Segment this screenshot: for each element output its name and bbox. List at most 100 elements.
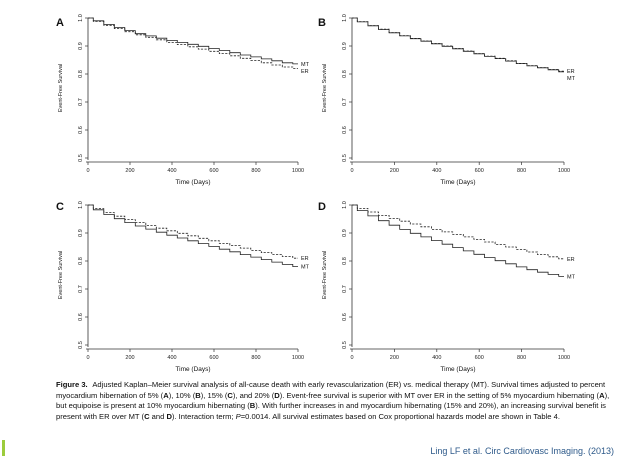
y-tick-label: 0.6	[78, 313, 84, 321]
y-tick-label: 0.5	[78, 154, 84, 162]
citation: Ling LF et al. Circ Cardiovasc Imaging. …	[430, 446, 614, 456]
y-axis-label: Event-Free Survival	[58, 251, 64, 299]
km-figure: A 0 200 400 600 800 1000 0.5 0.6 0.7 0.8 0.9 1.0 Time…	[56, 14, 576, 373]
y-tick-label: 0.7	[342, 98, 348, 106]
caption-panel-ref: C	[144, 411, 150, 421]
caption-segment: ), 15% (	[200, 390, 228, 400]
panel-label: D	[318, 201, 326, 213]
y-tick-label: 1.0	[78, 14, 84, 22]
y-tick-label: 0.7	[78, 285, 84, 293]
legend-label-mt: MT	[301, 265, 310, 271]
y-tick-label: 0.5	[78, 341, 84, 349]
y-tick-label: 0.6	[342, 313, 348, 321]
legend-label-mt: MT	[567, 76, 576, 82]
y-tick-label: 0.9	[78, 229, 84, 237]
x-tick-label: 400	[432, 355, 441, 361]
x-tick-label: 800	[251, 168, 260, 174]
y-tick-label: 1.0	[342, 14, 348, 22]
caption-segment: ). With further increases in and myocard…	[56, 401, 606, 421]
x-axis-label: Time (Days)	[175, 366, 210, 373]
y-tick-label: 1.0	[342, 201, 348, 209]
legend-label-mt: MT	[301, 62, 310, 68]
y-axis-label: Event-Free Survival	[322, 64, 328, 112]
x-tick-label: 0	[86, 355, 89, 361]
x-tick-label: 200	[125, 168, 134, 174]
x-tick-label: 800	[517, 168, 526, 174]
series-line-mt	[352, 204, 564, 277]
panel-label: C	[56, 201, 64, 213]
x-tick-label: 400	[167, 355, 176, 361]
x-tick-label: 0	[350, 168, 353, 174]
y-axis-label: Event-Free Survival	[322, 251, 328, 299]
x-tick-label: 800	[251, 355, 260, 361]
panel-a: A 0 200 400 600 800 1000 0.5 0.6 0.7 0.8 0.9 1.0 Time…	[56, 14, 310, 186]
caption-segment: ), 10% (	[168, 390, 196, 400]
figure-caption: Figure 3. Adjusted Kaplan–Meier survival…	[56, 380, 616, 422]
caption-panel-ref: A	[163, 390, 169, 400]
series-line-mt	[88, 204, 298, 267]
caption-title: Figure 3.	[56, 380, 88, 389]
caption-segment: and	[149, 411, 167, 421]
y-tick-label: 0.8	[342, 70, 348, 78]
x-tick-label: 200	[390, 355, 399, 361]
caption-panel-ref: D	[166, 411, 172, 421]
y-tick-label: 0.8	[78, 257, 84, 265]
y-axis-label: Event-Free Survival	[58, 64, 64, 112]
x-tick-label: 600	[475, 168, 484, 174]
caption-panel-ref: B	[195, 390, 201, 400]
x-tick-label: 600	[209, 355, 218, 361]
caption-segment: =0.0014. All survival estimates based on…	[240, 411, 560, 421]
x-tick-label: 1000	[558, 168, 570, 174]
x-tick-label: 0	[86, 168, 89, 174]
y-tick-label: 0.7	[342, 285, 348, 293]
caption-panel-ref: B	[249, 401, 256, 411]
series-line-er	[352, 17, 564, 72]
series-line-er	[352, 204, 564, 260]
caption-segment: Adjusted Kaplan–Meier survival analysis …	[56, 380, 606, 400]
x-tick-label: 400	[167, 168, 176, 174]
panel-c: C 0 200 400 600 800 1000 0.5 0.6 0.7 0.8 0.9 1.0 Time…	[56, 201, 310, 373]
series-line-mt	[352, 17, 564, 73]
legend-label-mt: MT	[567, 274, 576, 280]
y-tick-label: 0.5	[342, 154, 348, 162]
x-tick-label: 1000	[292, 168, 304, 174]
legend-label-er: ER	[301, 256, 309, 262]
y-tick-label: 0.5	[342, 341, 348, 349]
y-tick-label: 0.9	[78, 42, 84, 50]
y-tick-label: 0.7	[78, 98, 84, 106]
caption-italic: P	[235, 411, 241, 421]
x-tick-label: 800	[517, 355, 526, 361]
legend-label-er: ER	[301, 69, 309, 75]
panel-label: B	[318, 17, 326, 29]
panel-label: A	[56, 17, 64, 29]
x-tick-label: 1000	[292, 355, 304, 361]
x-axis-label: Time (Days)	[175, 179, 210, 186]
x-tick-label: 1000	[558, 355, 570, 361]
caption-panel-ref: A	[599, 390, 605, 400]
x-axis-label: Time (Days)	[440, 179, 475, 186]
y-tick-label: 0.9	[342, 42, 348, 50]
panel-d: D 0 200 400 600 800 1000 0.5 0.6 0.7 0.8 0.9 1.0 Time…	[318, 201, 576, 373]
caption-segment: ), and 20% (	[232, 390, 275, 400]
caption-segment: ), but equipoise is present at 10% myoca…	[56, 390, 610, 411]
caption-segment: ). Event-free survival is superior with …	[279, 390, 600, 400]
x-tick-label: 200	[390, 168, 399, 174]
y-tick-label: 0.6	[342, 126, 348, 134]
y-tick-label: 0.8	[78, 70, 84, 78]
caption-panel-ref: C	[227, 390, 233, 400]
legend-label-er: ER	[567, 257, 575, 263]
y-tick-label: 0.6	[78, 126, 84, 134]
series-line-er	[88, 17, 298, 69]
panel-b: B 0 200 400 600 800 1000 0.5 0.6 0.7 0.8 0.9 1.0 Time…	[318, 14, 576, 186]
accent-bar	[2, 440, 5, 456]
x-tick-label: 200	[125, 355, 134, 361]
y-tick-label: 0.8	[342, 257, 348, 265]
caption-segment: ). Interaction term;	[171, 411, 236, 421]
x-tick-label: 0	[350, 355, 353, 361]
series-line-mt	[88, 17, 298, 65]
caption-text: Adjusted Kaplan–Meier survival analysis …	[56, 380, 609, 421]
legend-label-er: ER	[567, 69, 575, 75]
x-tick-label: 600	[209, 168, 218, 174]
x-tick-label: 400	[432, 168, 441, 174]
x-tick-label: 600	[475, 355, 484, 361]
